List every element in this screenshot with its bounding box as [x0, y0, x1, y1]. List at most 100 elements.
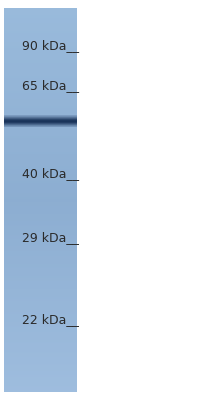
Bar: [4, 224, 77, 226]
Bar: [4, 320, 77, 322]
Bar: [4, 362, 77, 363]
Bar: [4, 343, 77, 344]
Bar: [4, 222, 77, 223]
Bar: [4, 219, 77, 220]
Bar: [4, 180, 77, 182]
Bar: [4, 121, 77, 122]
Bar: [4, 368, 77, 370]
Bar: [4, 356, 77, 358]
Bar: [4, 286, 77, 287]
Bar: [4, 229, 77, 231]
Bar: [4, 132, 77, 133]
Bar: [4, 339, 77, 340]
Bar: [4, 374, 77, 376]
Bar: [4, 152, 77, 153]
Bar: [4, 69, 77, 70]
Bar: [4, 75, 77, 76]
Bar: [4, 117, 77, 118]
Bar: [4, 138, 77, 140]
Bar: [4, 320, 77, 321]
Text: 90 kDa__: 90 kDa__: [22, 40, 79, 52]
Bar: [4, 252, 77, 254]
Bar: [4, 215, 77, 216]
Bar: [4, 137, 77, 138]
Bar: [4, 85, 77, 87]
Bar: [4, 94, 77, 95]
Bar: [4, 152, 77, 154]
Bar: [4, 248, 77, 250]
Bar: [4, 38, 77, 40]
Bar: [4, 127, 77, 128]
Bar: [4, 240, 77, 241]
Bar: [4, 110, 77, 112]
Bar: [4, 277, 77, 279]
Bar: [4, 100, 77, 101]
Bar: [4, 132, 77, 134]
Bar: [4, 328, 77, 330]
Bar: [4, 258, 77, 260]
Bar: [4, 218, 77, 219]
Bar: [4, 24, 77, 25]
Bar: [4, 338, 77, 339]
Bar: [4, 228, 77, 230]
Bar: [4, 102, 77, 103]
Bar: [4, 46, 77, 47]
Bar: [4, 149, 77, 150]
Bar: [4, 141, 77, 142]
Bar: [4, 40, 77, 42]
Bar: [4, 252, 77, 253]
Bar: [4, 136, 77, 138]
Bar: [4, 12, 77, 14]
Bar: [4, 106, 77, 107]
Bar: [4, 366, 77, 367]
Bar: [4, 56, 77, 58]
Bar: [4, 276, 77, 278]
Bar: [4, 84, 77, 85]
Bar: [4, 167, 77, 168]
Bar: [4, 96, 77, 97]
Bar: [4, 336, 77, 337]
Bar: [4, 79, 77, 80]
Bar: [4, 50, 77, 51]
Bar: [4, 61, 77, 63]
Bar: [4, 128, 77, 129]
Bar: [4, 311, 77, 312]
Bar: [4, 47, 77, 48]
Bar: [4, 162, 77, 164]
Bar: [4, 256, 77, 258]
Bar: [4, 235, 77, 236]
Bar: [4, 342, 77, 343]
Bar: [4, 171, 77, 172]
Bar: [4, 372, 77, 373]
Bar: [4, 8, 77, 9]
Bar: [4, 205, 77, 207]
Bar: [4, 202, 77, 204]
Bar: [4, 15, 77, 17]
Bar: [4, 113, 77, 114]
Bar: [4, 367, 77, 368]
Bar: [4, 72, 77, 73]
Bar: [4, 348, 77, 350]
Bar: [4, 128, 77, 130]
Bar: [4, 130, 77, 131]
Bar: [4, 158, 77, 160]
Bar: [4, 363, 77, 364]
Bar: [4, 89, 77, 90]
Bar: [4, 330, 77, 332]
Bar: [4, 154, 77, 156]
Bar: [4, 82, 77, 84]
Bar: [4, 58, 77, 59]
Bar: [4, 65, 77, 66]
Bar: [4, 8, 77, 10]
Bar: [4, 82, 77, 83]
Bar: [4, 170, 77, 171]
Bar: [4, 166, 77, 167]
Bar: [4, 272, 77, 274]
Bar: [4, 70, 77, 71]
Bar: [4, 16, 77, 18]
Bar: [4, 340, 77, 341]
Bar: [4, 126, 77, 127]
Bar: [4, 42, 77, 44]
Bar: [4, 284, 77, 286]
Bar: [4, 200, 77, 202]
